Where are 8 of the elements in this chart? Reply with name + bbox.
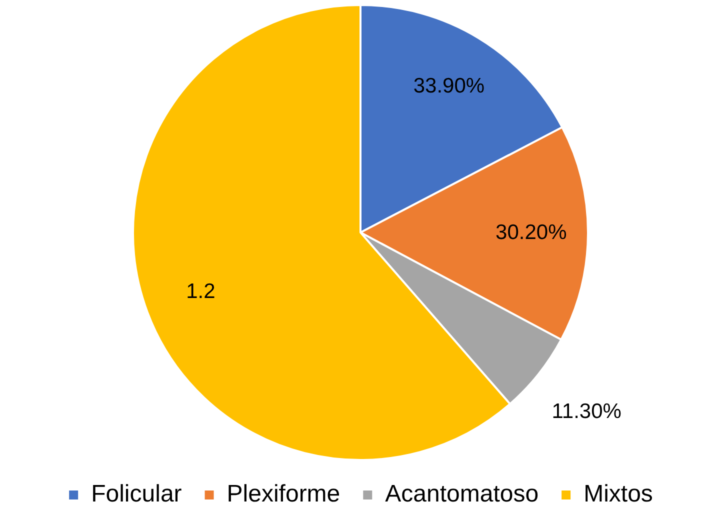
data-label: 30.20%	[496, 221, 567, 244]
data-label: 11.30%	[552, 400, 622, 424]
legend-label: Folicular	[91, 480, 182, 508]
data-label: 33.90%	[413, 74, 485, 98]
legend-label: Plexiforme	[226, 480, 340, 508]
data-label: 1.2	[186, 280, 216, 304]
legend-label: Mixtos	[584, 480, 653, 508]
legend-label: Acantomatoso	[385, 480, 539, 508]
